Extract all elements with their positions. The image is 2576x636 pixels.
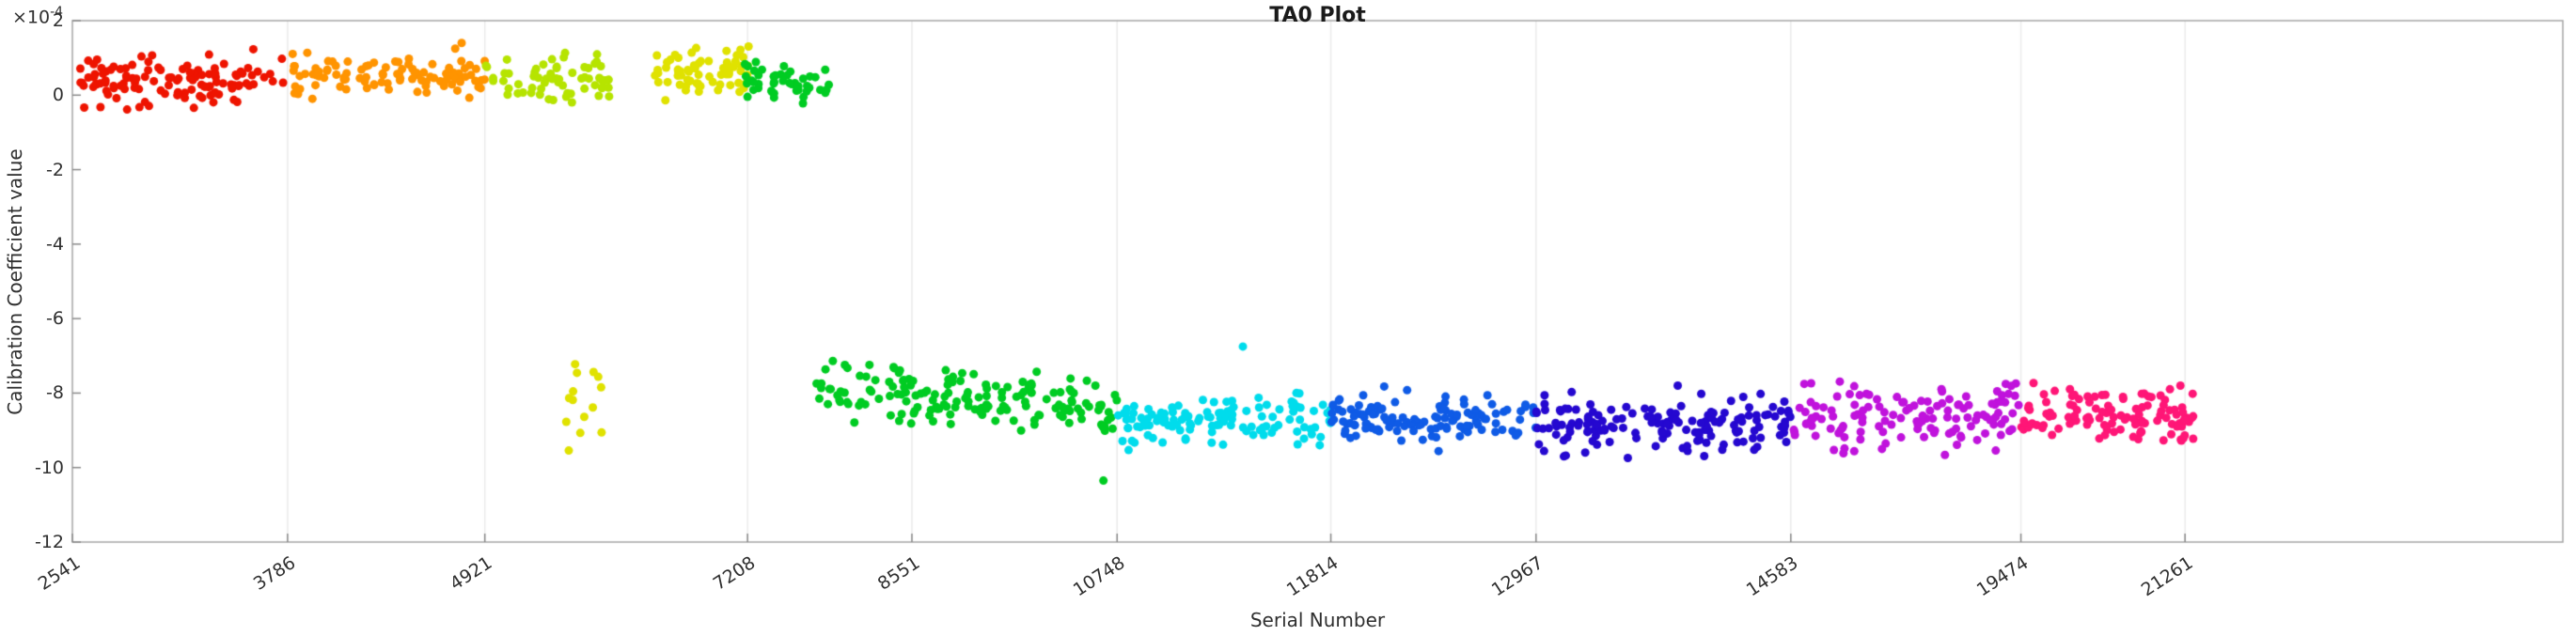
y-tick-label: -10 — [34, 457, 64, 478]
chart-title: TA0 Plot — [1269, 4, 1366, 27]
y-axis-label: Calibration Coefficient value — [4, 148, 26, 415]
y-axis-exponent-power: -4 — [50, 5, 64, 20]
y-tick-label: 0 — [52, 85, 64, 106]
y-tick-label: -2 — [46, 159, 64, 180]
y-tick-label: -8 — [46, 382, 64, 404]
y-tick-label: -12 — [34, 532, 64, 552]
y-axis-exponent-prefix: ×10 — [12, 7, 51, 28]
y-axis-exponent-label: ×10-4 — [12, 5, 63, 27]
y-tick-label: -6 — [46, 308, 64, 330]
x-axis-label: Serial Number — [1249, 609, 1386, 631]
y-tick-label: -4 — [46, 233, 64, 255]
y-tick-label: 2 — [52, 10, 64, 31]
